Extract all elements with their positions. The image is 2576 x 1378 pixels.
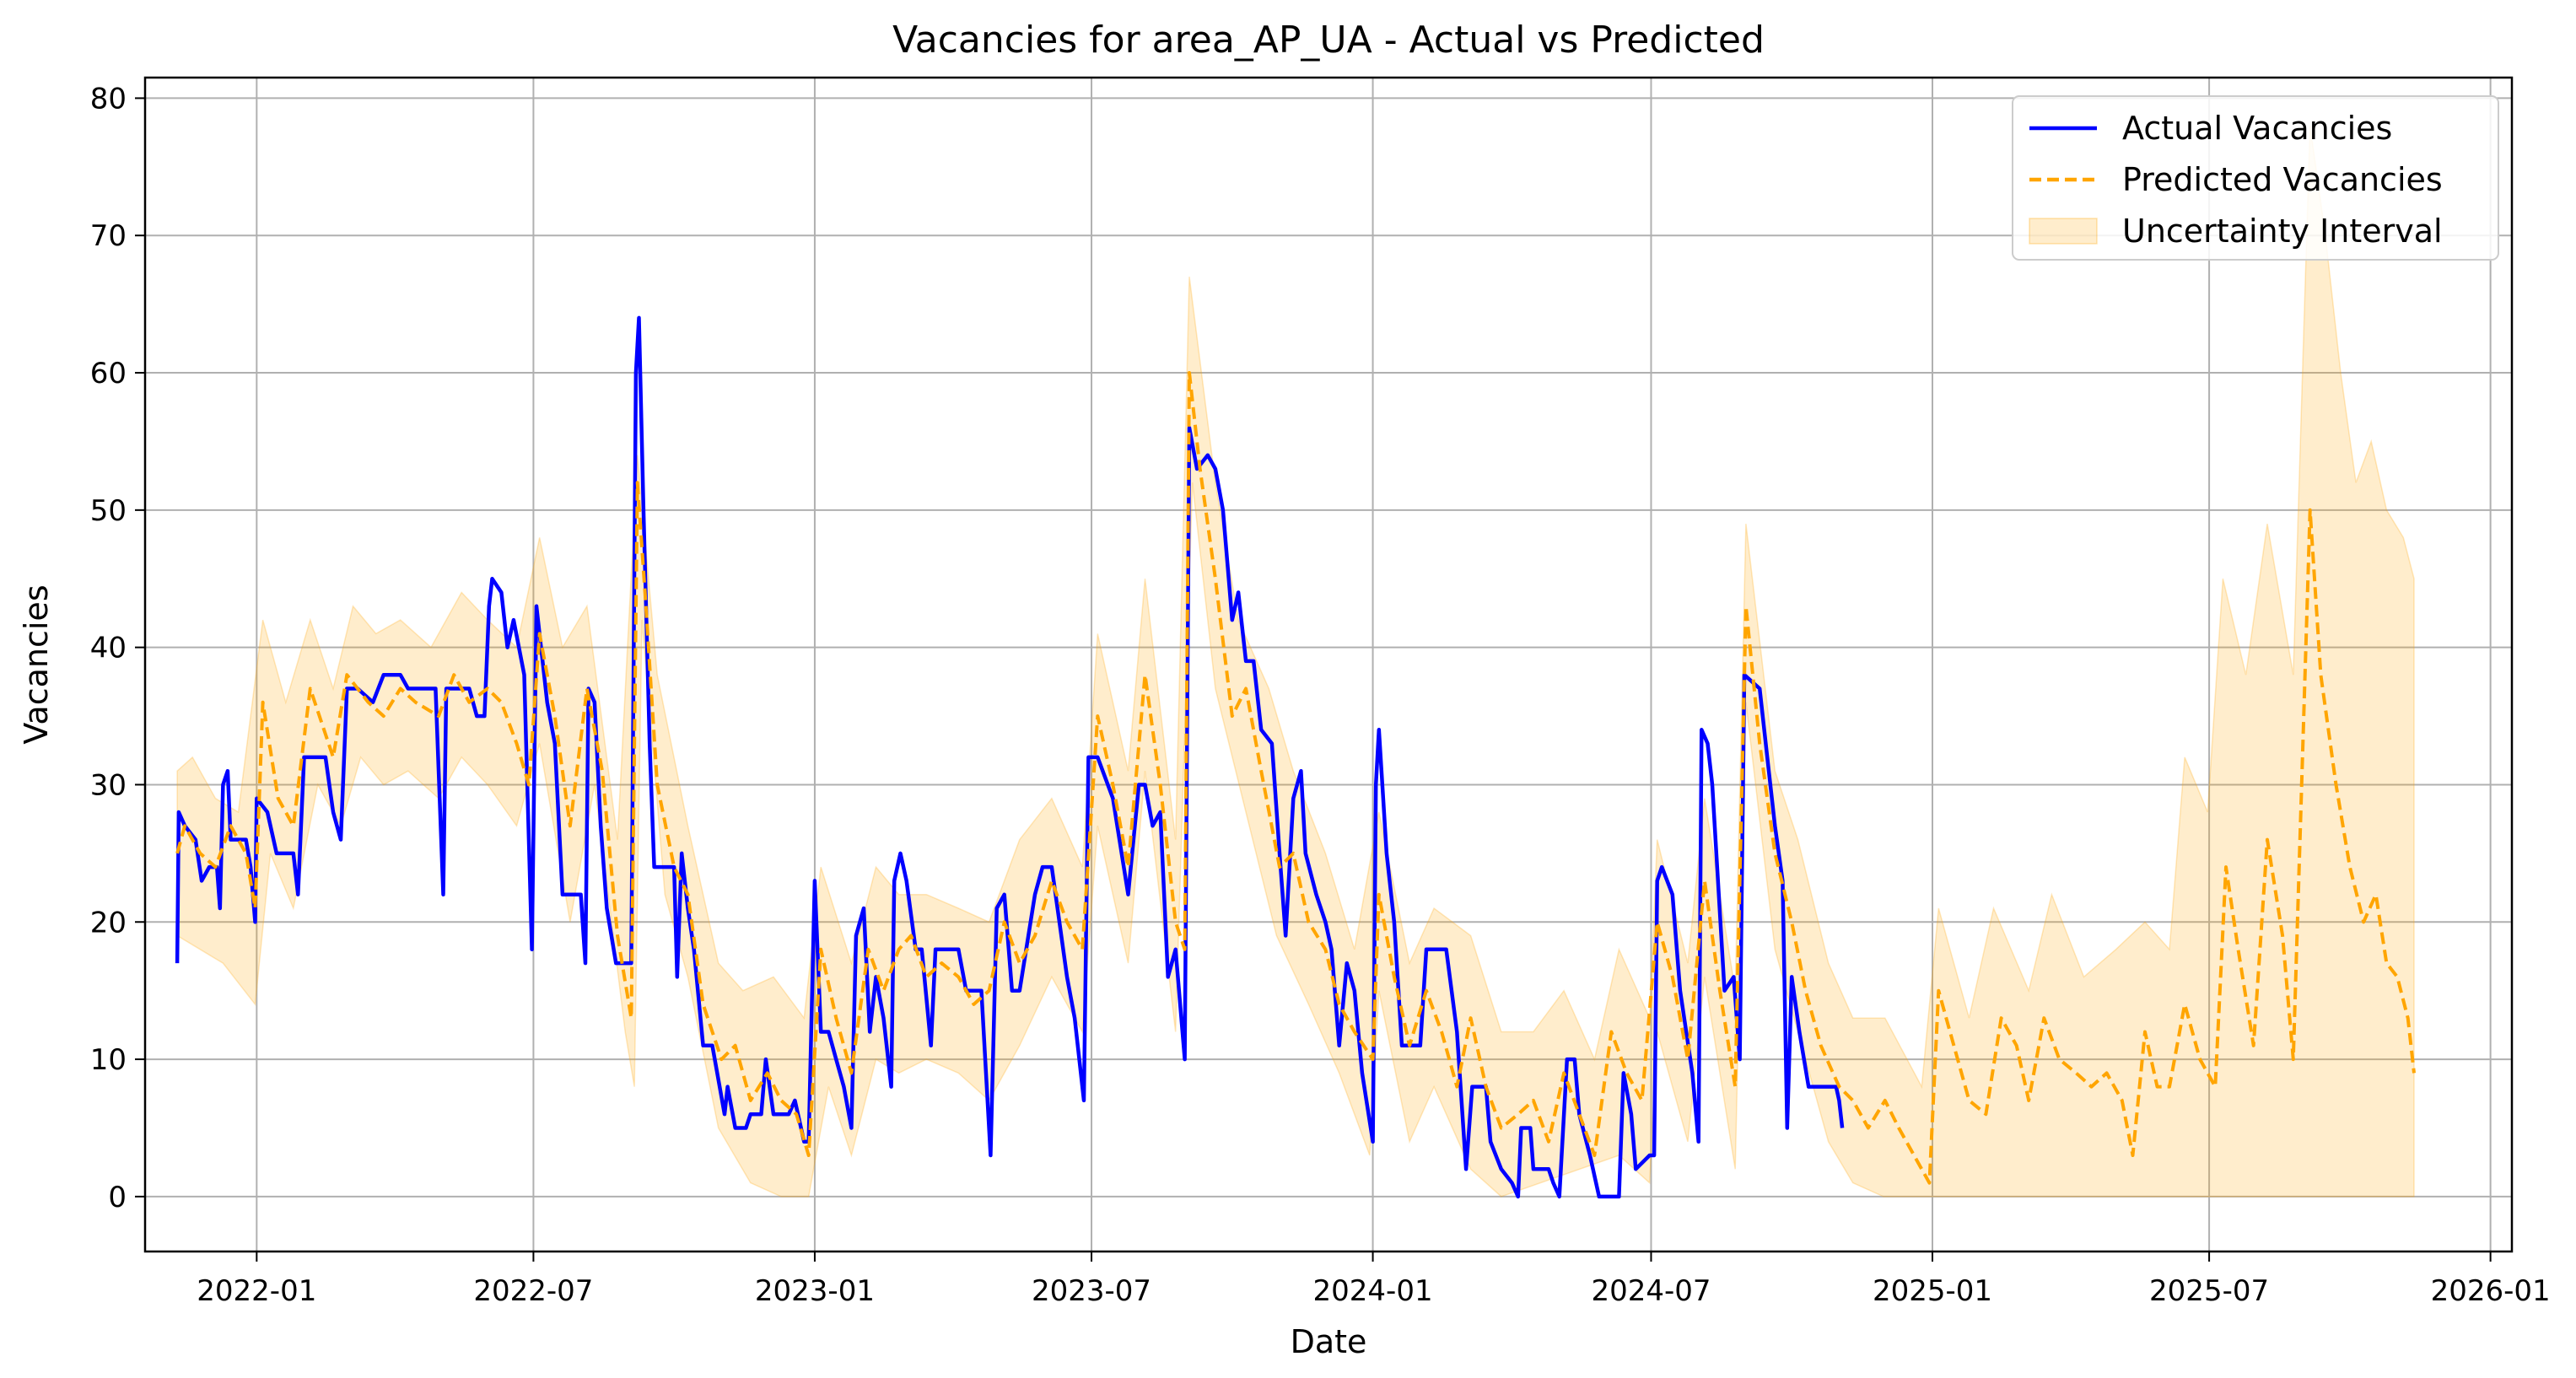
legend-box <box>2012 95 2499 261</box>
x-tick-label: 2025-07 <box>2149 1274 2269 1308</box>
x-tick-label: 2022-07 <box>473 1274 593 1308</box>
legend-label: Uncertainty Interval <box>2122 213 2443 250</box>
legend-label: Predicted Vacancies <box>2122 161 2443 198</box>
legend: Actual Vacancies Predicted Vacancies Uncer… <box>2012 95 2499 261</box>
series-line-layer <box>175 315 2416 1199</box>
uncertainty-band-layer <box>176 125 2415 1198</box>
x-tick-label: 2026-01 <box>2431 1274 2551 1308</box>
y-tick-label: 30 <box>90 768 127 802</box>
x-tick-label: 2024-07 <box>1591 1274 1711 1308</box>
x-tick-label: 2023-01 <box>755 1274 875 1308</box>
uncertainty-interval-band <box>176 125 2415 1198</box>
y-axis-label: Vacancies <box>18 584 55 744</box>
y-tick-label: 40 <box>90 632 127 665</box>
y-tick-label: 50 <box>90 494 127 528</box>
x-tick-label: 2024-01 <box>1313 1274 1433 1308</box>
x-tick-label: 2023-07 <box>1032 1274 1151 1308</box>
y-tick-label: 0 <box>108 1181 127 1214</box>
ticks: 2022-01 2022-07 2023-01 2023-07 2024-01 2024-… <box>90 82 2551 1308</box>
plot-area-frame <box>143 76 2514 1253</box>
y-tick-label: 10 <box>90 1043 127 1077</box>
y-tick-label: 60 <box>90 357 127 390</box>
predicted-vacancies-line <box>175 371 2416 1185</box>
y-tick-label: 80 <box>90 82 127 116</box>
legend-label: Actual Vacancies <box>2122 110 2392 147</box>
legend-swatch-uncertainty <box>2029 218 2098 245</box>
actual-vacancies-line <box>175 315 1845 1199</box>
x-tick-label: 2022-01 <box>197 1274 316 1308</box>
y-tick-label: 70 <box>90 219 127 253</box>
x-axis-label: Date <box>1291 1323 1367 1360</box>
x-tick-label: 2025-01 <box>1873 1274 1992 1308</box>
grid <box>145 78 2512 1252</box>
chart-title: Vacancies for area_AP_UA - Actual vs Pre… <box>892 19 1765 62</box>
y-tick-label: 20 <box>90 906 127 939</box>
